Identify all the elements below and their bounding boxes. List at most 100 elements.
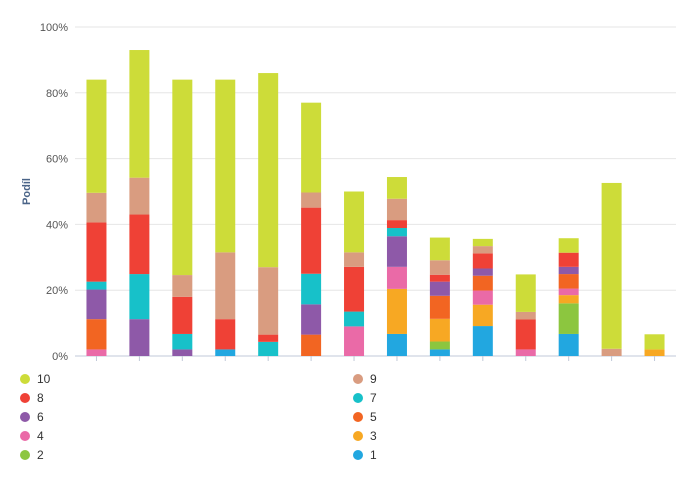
bar-segment-series-5 xyxy=(558,274,579,289)
bar-segment-series-1 xyxy=(429,349,450,356)
bar-segment-series-9 xyxy=(429,260,450,275)
legend-marker-icon xyxy=(353,412,363,422)
bar-segment-series-8 xyxy=(129,214,150,275)
bar-segment-series-2 xyxy=(429,341,450,350)
legend-item-8[interactable]: 8 xyxy=(20,389,44,407)
legend-marker-icon xyxy=(353,393,363,403)
y-tick-label: 40% xyxy=(46,219,68,231)
bar-segment-series-4 xyxy=(344,326,365,356)
bar-segment-series-10 xyxy=(644,334,665,350)
bar-segment-series-9 xyxy=(215,252,236,320)
bar-segment-series-10 xyxy=(558,238,579,253)
bar-segment-series-3 xyxy=(644,349,665,356)
bar-segment-series-9 xyxy=(172,275,193,297)
bar-segment-series-9 xyxy=(344,252,365,267)
bar-segment-series-10 xyxy=(172,79,193,276)
bar-segment-series-3 xyxy=(429,318,450,342)
legend-label: 3 xyxy=(370,429,377,443)
bar-segment-series-1 xyxy=(472,326,493,356)
bar-segment-series-6 xyxy=(129,319,150,356)
bar-segment-series-10 xyxy=(515,274,536,312)
legend-marker-icon xyxy=(353,450,363,460)
bar-segment-series-10 xyxy=(386,177,407,199)
bar-segment-series-8 xyxy=(472,253,493,269)
legend-item-5[interactable]: 5 xyxy=(353,408,377,426)
legend-item-4[interactable]: 4 xyxy=(20,427,44,445)
bar-segment-series-10 xyxy=(129,50,150,178)
y-tick-label: 0% xyxy=(52,351,68,363)
bar-segment-series-4 xyxy=(86,349,107,356)
bar-segment-series-9 xyxy=(258,267,279,335)
bar-segment-series-6 xyxy=(301,304,322,335)
legend-item-6[interactable]: 6 xyxy=(20,408,44,426)
bar-segment-series-10 xyxy=(344,191,365,253)
bar-segment-series-8 xyxy=(172,296,193,334)
bar-segment-series-10 xyxy=(86,79,107,193)
bar-segment-series-8 xyxy=(301,207,322,274)
bar-segment-series-6 xyxy=(472,268,493,276)
bar-segment-series-5 xyxy=(301,334,322,356)
bar-segment-series-3 xyxy=(386,288,407,334)
legend-label: 7 xyxy=(370,391,377,405)
legend-marker-icon xyxy=(353,374,363,384)
y-axis-label: Podíl xyxy=(21,178,33,205)
bar-segment-series-5 xyxy=(472,275,493,291)
bar-segment-series-10 xyxy=(472,238,493,247)
legend-marker-icon xyxy=(20,412,30,422)
y-tick-label: 80% xyxy=(46,88,68,100)
bar-segment-series-9 xyxy=(601,348,622,356)
bar-segment-series-7 xyxy=(129,274,150,320)
bar-segment-series-8 xyxy=(558,252,579,267)
bar-segment-series-8 xyxy=(429,274,450,282)
y-tick-label: 60% xyxy=(46,154,68,166)
bar-segment-series-6 xyxy=(429,281,450,296)
bar-segment-series-5 xyxy=(86,319,107,350)
bar-segment-series-3 xyxy=(558,295,579,304)
legend-item-2[interactable]: 2 xyxy=(20,446,44,464)
bar-segment-series-10 xyxy=(215,79,236,253)
legend-label: 8 xyxy=(37,391,44,405)
legend-label: 10 xyxy=(37,372,51,386)
y-tick-label: 20% xyxy=(46,285,68,297)
legend-item-10[interactable]: 10 xyxy=(20,370,50,388)
bar-segment-series-6 xyxy=(558,266,579,275)
bar-segment-series-8 xyxy=(515,319,536,350)
bar-segment-series-1 xyxy=(558,333,579,356)
bar-segment-series-8 xyxy=(344,266,365,312)
bar-segment-series-7 xyxy=(86,281,107,290)
bar-segment-series-9 xyxy=(301,192,322,208)
legend-label: 9 xyxy=(370,372,377,386)
bar-segment-series-1 xyxy=(386,333,407,356)
bar-segment-series-8 xyxy=(215,319,236,350)
legend-item-9[interactable]: 9 xyxy=(353,370,377,388)
legend-item-1[interactable]: 1 xyxy=(353,446,377,464)
legend-label: 5 xyxy=(370,410,377,424)
bar-segment-series-8 xyxy=(386,220,407,229)
bar-segment-series-9 xyxy=(129,177,150,215)
legend-marker-icon xyxy=(20,450,30,460)
legend-marker-icon xyxy=(20,431,30,441)
legend-marker-icon xyxy=(20,374,30,384)
bar-segment-series-7 xyxy=(344,311,365,327)
bar-segment-series-7 xyxy=(172,333,193,350)
legend-item-7[interactable]: 7 xyxy=(353,389,377,407)
bar-segment-series-6 xyxy=(172,349,193,356)
bar-segment-series-4 xyxy=(558,288,579,296)
bar-segment-series-7 xyxy=(301,273,322,305)
legend-label: 1 xyxy=(370,448,377,462)
bar-segment-series-5 xyxy=(429,295,450,319)
bar-segment-series-4 xyxy=(515,349,536,356)
bar-segment-series-9 xyxy=(86,192,107,223)
legend-marker-icon xyxy=(20,393,30,403)
y-tick-label: 100% xyxy=(40,22,68,34)
bar-segment-series-10 xyxy=(601,182,622,349)
bar-segment-series-8 xyxy=(258,334,279,342)
bar-segment-series-9 xyxy=(515,311,536,320)
legend-item-3[interactable]: 3 xyxy=(353,427,377,445)
bar-segment-series-3 xyxy=(472,304,493,327)
bar-segment-series-7 xyxy=(258,341,279,356)
legend-label: 6 xyxy=(37,410,44,424)
bar-segment-series-2 xyxy=(558,303,579,334)
